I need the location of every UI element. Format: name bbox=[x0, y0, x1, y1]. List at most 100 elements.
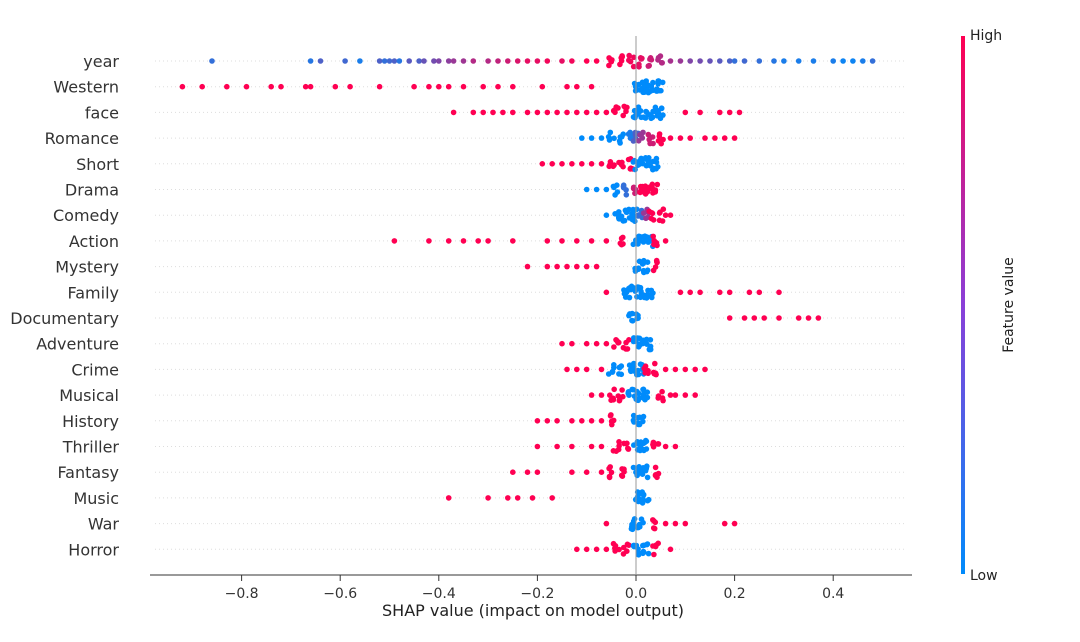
shap-point bbox=[632, 218, 638, 224]
shap-point bbox=[569, 443, 575, 450]
feature-label: Musical bbox=[59, 386, 119, 405]
shap-point bbox=[643, 465, 650, 472]
shap-point bbox=[598, 469, 605, 476]
shap-point bbox=[616, 364, 623, 371]
shap-point bbox=[611, 184, 617, 191]
shap-point bbox=[640, 160, 646, 167]
shap-point bbox=[692, 392, 698, 398]
shap-point bbox=[632, 129, 639, 136]
shap-point bbox=[687, 135, 693, 141]
shap-point bbox=[649, 134, 656, 140]
shap-point bbox=[500, 109, 506, 116]
shap-point bbox=[624, 440, 630, 447]
shap-point bbox=[626, 52, 632, 59]
shap-point bbox=[620, 241, 626, 247]
shap-point bbox=[332, 83, 339, 90]
shap-point bbox=[510, 83, 516, 90]
shap-point bbox=[611, 344, 617, 350]
shap-point bbox=[640, 337, 646, 344]
feature-label: Family bbox=[68, 283, 119, 302]
x-axis: −0.8 −0.6 −0.4 −0.2 0.0 0.2 0.4 bbox=[225, 575, 844, 602]
shap-point bbox=[644, 259, 651, 266]
shap-point bbox=[650, 233, 656, 240]
shap-point bbox=[609, 57, 615, 63]
shap-point bbox=[579, 418, 585, 424]
shap-point bbox=[615, 446, 622, 453]
shap-point bbox=[640, 386, 647, 393]
shap-point bbox=[636, 395, 643, 402]
shap-point bbox=[569, 469, 575, 476]
shap-point bbox=[495, 58, 501, 64]
shap-point bbox=[559, 340, 565, 347]
shap-point bbox=[746, 289, 753, 296]
shap-point bbox=[514, 495, 521, 501]
shap-point bbox=[667, 135, 674, 141]
shap-point bbox=[650, 267, 657, 274]
shap-point bbox=[652, 472, 659, 478]
shap-point bbox=[583, 109, 590, 116]
shap-point bbox=[490, 109, 496, 116]
shap-point bbox=[615, 105, 621, 111]
shap-point bbox=[741, 315, 748, 321]
feature-label: History bbox=[62, 412, 119, 431]
shap-point bbox=[682, 520, 689, 527]
shap-point bbox=[655, 393, 662, 399]
shap-point bbox=[629, 310, 635, 317]
shap-point bbox=[731, 58, 738, 64]
shap-point bbox=[583, 340, 590, 347]
shap-point bbox=[656, 131, 663, 137]
shap-point bbox=[524, 109, 531, 116]
shap-point bbox=[445, 495, 452, 501]
shap-point bbox=[626, 294, 633, 301]
shap-point bbox=[626, 337, 632, 343]
shap-point bbox=[810, 58, 817, 64]
shap-point bbox=[636, 521, 643, 528]
shap-point bbox=[534, 469, 541, 476]
shap-point bbox=[869, 58, 876, 64]
shap-point bbox=[626, 542, 632, 548]
shap-point bbox=[613, 337, 619, 343]
shap-point bbox=[485, 58, 491, 64]
shap-point bbox=[644, 267, 651, 274]
shap-point bbox=[426, 83, 432, 90]
shap-point bbox=[645, 550, 652, 557]
shap-point bbox=[588, 161, 595, 167]
shap-point bbox=[653, 371, 659, 378]
shap-point bbox=[640, 418, 646, 425]
shap-point bbox=[640, 492, 647, 498]
shap-point bbox=[644, 541, 651, 547]
shap-point bbox=[646, 155, 652, 161]
feature-label: Drama bbox=[65, 181, 119, 200]
shap-point bbox=[650, 290, 656, 296]
shap-point bbox=[654, 181, 661, 188]
shap-point bbox=[650, 517, 656, 523]
feature-label: Crime bbox=[71, 360, 119, 379]
shap-point bbox=[635, 549, 642, 556]
shap-point bbox=[626, 206, 632, 213]
shap-point bbox=[559, 58, 565, 64]
shap-point bbox=[470, 58, 477, 64]
shap-point bbox=[588, 392, 595, 398]
shap-point bbox=[625, 445, 631, 452]
shap-point bbox=[697, 58, 703, 64]
shap-point bbox=[616, 211, 622, 218]
shap-point bbox=[559, 238, 565, 244]
shap-point bbox=[574, 546, 580, 553]
shap-point bbox=[677, 58, 684, 64]
shap-point bbox=[593, 58, 600, 64]
x-tick-label: 0.2 bbox=[723, 586, 745, 602]
feature-label: Western bbox=[53, 78, 119, 97]
shap-point bbox=[659, 388, 665, 395]
shap-point bbox=[564, 366, 570, 373]
shap-point bbox=[593, 186, 600, 193]
shap-point bbox=[649, 210, 656, 217]
shap-point bbox=[607, 464, 613, 470]
shap-point bbox=[268, 83, 275, 90]
shap-point bbox=[598, 443, 605, 450]
shap-point bbox=[534, 58, 541, 64]
feature-label: Music bbox=[73, 489, 119, 508]
shap-point bbox=[243, 83, 250, 90]
colorbar-gradient bbox=[961, 36, 965, 574]
shap-point bbox=[376, 83, 383, 90]
